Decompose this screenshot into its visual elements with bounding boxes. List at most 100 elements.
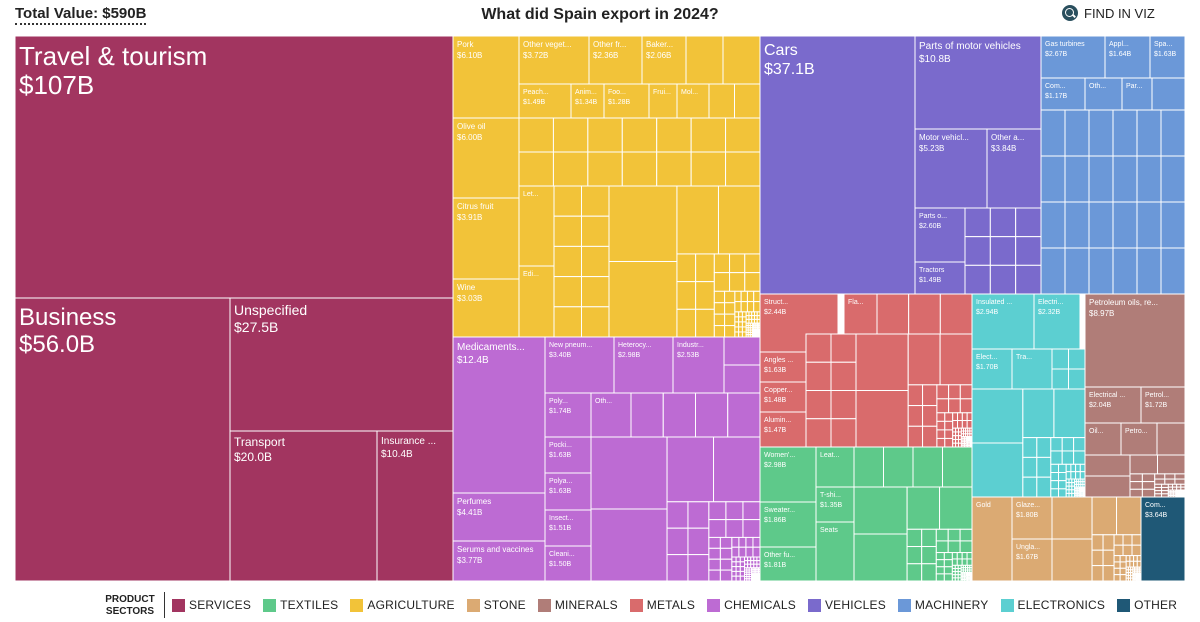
tile-metals-filler-decb1-1-2[interactable] [959, 398, 973, 414]
tile-textiles-filler-t-0-2[interactable] [912, 446, 943, 488]
tile-vehicles-filler-g-1-2[interactable] [1015, 236, 1042, 266]
tile-metals-filler-deca2-1-0[interactable] [936, 420, 946, 431]
tile-agriculture-filler-deca2-0-1[interactable] [724, 290, 736, 304]
tile-electronics-filler-deca2-0-0[interactable] [1050, 463, 1060, 473]
tile-agriculture-filler-deca3-2-2[interactable] [741, 321, 747, 328]
tile-electronics-filler-deca2-3-1[interactable] [1058, 488, 1067, 498]
tile-chemicals-filler-deca3-2-2[interactable] [739, 566, 746, 572]
legend-item-services[interactable]: SERVICES [172, 598, 251, 612]
tile-chemicals-filler-deca2-3-1[interactable] [719, 569, 733, 581]
tile-electronics-filler-decb0-0-0[interactable] [1022, 388, 1055, 439]
tile-electronics-filler-deca0-0-0[interactable] [971, 388, 1024, 444]
tile-chemicals-filler-decb2-1-0[interactable] [731, 546, 740, 558]
tile-textiles-filler-deca2-2-1[interactable] [943, 566, 953, 575]
tile-stone-filler-deca1-0-1[interactable] [1102, 534, 1115, 551]
tile-agriculture-filler-mid-1-5[interactable] [690, 151, 727, 187]
tile-stone-filler-decb2-0-3[interactable] [1136, 555, 1142, 562]
tile-chemicals-filler-deca0-1-0[interactable] [590, 508, 668, 581]
tile-machinery-filler-a-1-3[interactable] [1112, 155, 1138, 203]
tile-agriculture-filler-mid-1-4[interactable] [656, 151, 692, 187]
legend-item-minerals[interactable]: MINERALS [537, 598, 618, 612]
tile-agriculture-filler-deca2-1-1[interactable] [724, 302, 736, 315]
tile-agriculture-filler-decb1-1-1[interactable] [729, 272, 746, 292]
tile-metals-filler-deca2-2-1[interactable] [944, 429, 954, 439]
tile-machinery-2[interactable] [1149, 36, 1185, 79]
tile-machinery-filler-a-0-3[interactable] [1112, 109, 1138, 157]
tile-machinery-filler-a-3-5[interactable] [1160, 247, 1185, 295]
tile-chemicals-filler-decb0-0-1[interactable] [713, 436, 761, 503]
tile-machinery-1[interactable] [1104, 36, 1151, 79]
tile-metals-filler-decb2-1-1[interactable] [957, 420, 963, 429]
tile-chemicals-filler-decb1-0-1[interactable] [725, 501, 744, 521]
legend-item-chemicals[interactable]: CHEMICALS [707, 598, 796, 612]
tile-textiles-filler-deca1-0-0[interactable] [906, 528, 923, 548]
tile-chemicals-5[interactable] [590, 392, 632, 438]
tile-minerals-filler-s-0-0[interactable] [1156, 422, 1185, 456]
tile-agriculture-filler-mid-1-6[interactable] [725, 151, 761, 187]
tile-chemicals-filler-m-0-3[interactable] [727, 392, 761, 438]
tile-minerals-filler-deca1-0-0[interactable] [1129, 473, 1143, 483]
tile-electronics-filler-decb2-1-0[interactable] [1065, 471, 1072, 480]
tile-agriculture-filler-decb2-1-1[interactable] [740, 301, 748, 313]
tile-chemicals-filler-deca3-2-1[interactable] [735, 566, 741, 572]
tile-services-2[interactable] [229, 297, 454, 432]
tile-electronics-filler-decb2-0-0[interactable] [1065, 463, 1072, 473]
tile-electronics-filler-decb2-0-1[interactable] [1070, 463, 1077, 473]
tile-minerals-filler-decb0-0-0[interactable] [1129, 454, 1158, 475]
tile-vehicles-filler-g-1-1[interactable] [989, 236, 1017, 266]
tile-metals-filler-l-3-1[interactable] [830, 418, 857, 448]
tile-agriculture-1[interactable] [518, 36, 590, 85]
tile-metals-filler-deca2-1-1[interactable] [944, 420, 954, 431]
tile-agriculture-filler-deca3-1-0[interactable] [734, 316, 740, 323]
tile-chemicals-filler-decb2-0-1[interactable] [738, 536, 747, 548]
tile-stone-filler-decb2-1-3[interactable] [1136, 560, 1142, 568]
tile-metals-filler-l-2-1[interactable] [830, 390, 857, 420]
tile-textiles-filler-deca2-1-1[interactable] [943, 559, 953, 568]
tile-agriculture-filler-row2-0-0[interactable] [708, 83, 735, 119]
tile-machinery-filler-a-3-2[interactable] [1088, 247, 1114, 295]
tile-agriculture-filler-deca2-3-0[interactable] [713, 325, 726, 338]
legend-item-electronics[interactable]: ELECTRONICS [1000, 598, 1106, 612]
tile-agriculture-filler-decb2-1-3[interactable] [753, 301, 761, 313]
tile-stone-filler-decb0-0-0[interactable] [1091, 496, 1118, 536]
tile-chemicals-filler-deca1-1-0[interactable] [666, 527, 689, 556]
tile-textiles-filler-deca0-0-0[interactable] [853, 486, 908, 535]
tile-metals-filler-deca1-1-1[interactable] [922, 405, 938, 427]
tile-agriculture-filler-left-4-0[interactable] [553, 306, 582, 338]
tile-chemicals-filler-deca1-2-1[interactable] [687, 554, 710, 581]
tile-metals-filler-decb2-1-3[interactable] [966, 420, 973, 429]
find-in-viz-button[interactable]: FIND IN VIZ [1062, 5, 1155, 21]
tile-textiles-filler-decb1-0-1[interactable] [947, 528, 961, 542]
tile-chemicals-0[interactable] [452, 336, 546, 494]
tile-agriculture-filler-deca3-1-1[interactable] [738, 316, 743, 323]
tile-minerals-filler-decb1-0-2[interactable] [1174, 473, 1185, 480]
tile-chemicals-filler-deca2-0-0[interactable] [708, 536, 721, 549]
tile-chemicals-filler-deca3-0-2[interactable] [739, 556, 746, 563]
tile-metals-filler-l-2-0[interactable] [805, 390, 832, 420]
tile-minerals-2[interactable] [1140, 386, 1185, 424]
tile-minerals-filler-deca1-0-1[interactable] [1141, 473, 1156, 483]
tile-stone-filler-deca1-2-1[interactable] [1102, 565, 1115, 581]
tile-metals-filler-deca1-2-1[interactable] [922, 425, 938, 448]
tile-textiles-filler-deca0-1-0[interactable] [853, 533, 908, 581]
tile-stone-filler-deca2-3-1[interactable] [1119, 574, 1127, 581]
tile-textiles-5[interactable] [815, 521, 855, 581]
tile-minerals-filler-deca1-2-0[interactable] [1129, 488, 1143, 498]
tile-textiles-filler-deca1-1-1[interactable] [921, 546, 937, 565]
tile-agriculture-filler-row2-0-1[interactable] [734, 83, 761, 119]
tile-minerals-filler-deca0-1-0[interactable] [1084, 475, 1131, 498]
tile-machinery-filler-a-2-2[interactable] [1088, 201, 1114, 249]
tile-agriculture-filler-decb0-0-0[interactable] [676, 185, 719, 255]
tile-textiles-filler-decb0-0-0[interactable] [906, 486, 941, 530]
tile-agriculture-filler-deca3-3-2[interactable] [741, 326, 747, 333]
tile-agriculture-filler-left-1-1[interactable] [581, 215, 610, 247]
tile-stone-filler-deca0-0-0[interactable] [1051, 496, 1093, 540]
tile-textiles-filler-deca1-2-1[interactable] [921, 563, 937, 581]
tile-stone-filler-deca1-0-0[interactable] [1091, 534, 1104, 551]
tile-machinery-filler-s-0-0[interactable] [1151, 77, 1185, 111]
tile-machinery-filler-a-1-1[interactable] [1064, 155, 1090, 203]
tile-machinery-filler-a-2-4[interactable] [1136, 201, 1162, 249]
tile-metals-filler-decb1-0-0[interactable] [936, 384, 950, 400]
tile-machinery-filler-a-3-4[interactable] [1136, 247, 1162, 295]
tile-metals-filler-l-0-0[interactable] [805, 333, 832, 363]
